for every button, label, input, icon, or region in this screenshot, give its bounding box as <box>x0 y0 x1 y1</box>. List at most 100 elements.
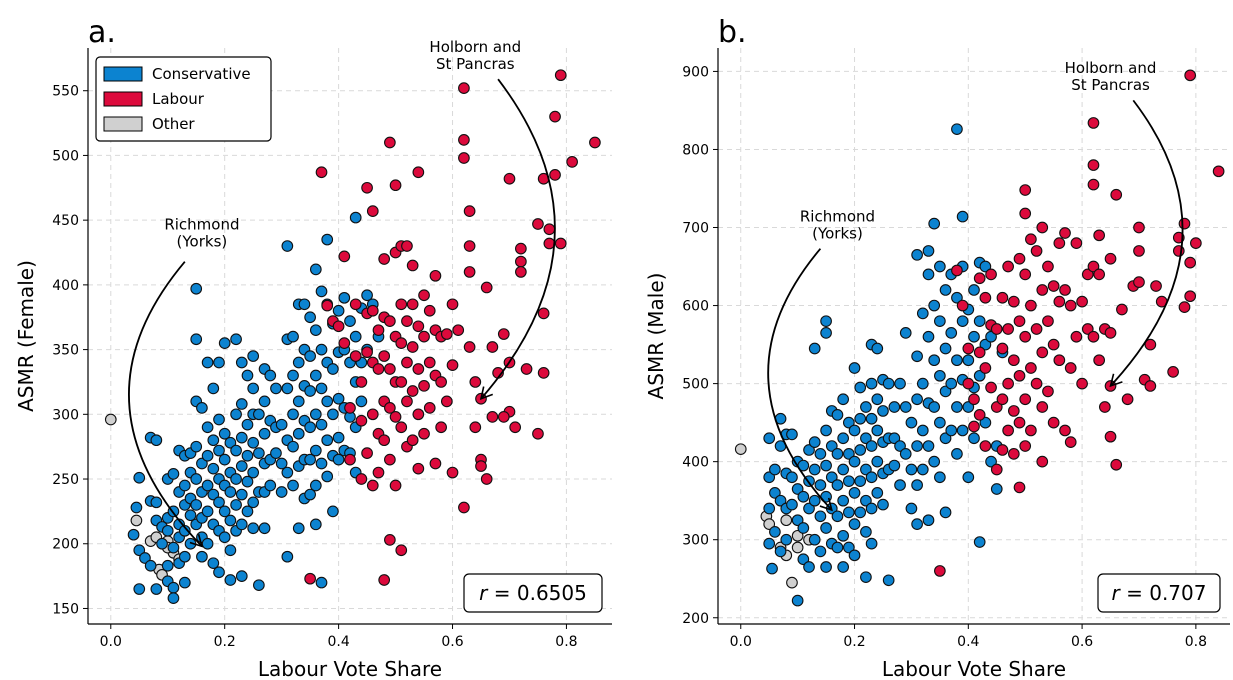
point-conservative <box>837 463 850 476</box>
point-conservative <box>766 562 778 575</box>
point-labour <box>1087 117 1100 129</box>
point-conservative <box>871 424 884 437</box>
point-labour <box>1042 385 1054 398</box>
point-conservative <box>178 479 191 492</box>
point-other <box>763 518 776 530</box>
point-conservative <box>956 315 969 328</box>
y-tick-label: 300 <box>52 407 79 423</box>
point-conservative <box>281 466 294 479</box>
point-conservative <box>860 401 872 413</box>
point-conservative <box>270 382 282 395</box>
r-value-label: r = 0.707 <box>1112 581 1207 605</box>
point-labour <box>458 152 470 164</box>
y-tick-label: 550 <box>52 84 79 100</box>
point-conservative <box>968 432 980 445</box>
point-conservative <box>315 343 328 356</box>
point-conservative <box>865 471 878 484</box>
point-conservative <box>808 436 821 448</box>
legend-label-other: Other <box>152 115 195 133</box>
point-conservative <box>235 431 248 444</box>
point-labour <box>1081 268 1094 281</box>
point-labour <box>349 350 362 362</box>
x-tick-label: 0.2 <box>843 634 865 650</box>
point-labour <box>401 315 413 327</box>
point-conservative <box>922 245 935 257</box>
point-conservative <box>916 424 929 437</box>
point-conservative <box>207 382 220 395</box>
point-conservative <box>247 466 260 479</box>
point-conservative <box>304 385 316 397</box>
point-conservative <box>928 455 941 468</box>
point-conservative <box>287 440 299 453</box>
point-conservative <box>774 494 787 507</box>
point-labour <box>418 289 430 302</box>
x-tick-label: 0.0 <box>730 634 752 650</box>
point-conservative <box>990 483 1003 495</box>
point-conservative <box>235 570 248 582</box>
point-labour <box>378 253 391 265</box>
point-conservative <box>808 342 821 355</box>
point-conservative <box>911 518 923 530</box>
point-labour <box>429 457 442 470</box>
point-conservative <box>287 408 299 421</box>
point-labour <box>1081 323 1094 335</box>
point-conservative <box>797 553 810 566</box>
x-tick-label: 0.4 <box>327 634 349 650</box>
point-labour <box>446 466 459 479</box>
point-conservative <box>150 583 163 595</box>
point-conservative <box>922 514 935 527</box>
point-conservative <box>304 421 316 434</box>
point-conservative <box>298 298 311 311</box>
point-labour <box>1133 245 1145 257</box>
point-conservative <box>848 362 861 374</box>
point-conservative <box>769 526 781 538</box>
x-axis-title: Labour Vote Share <box>258 657 442 680</box>
point-labour <box>315 166 328 179</box>
point-conservative <box>769 463 781 476</box>
point-labour <box>1036 284 1049 296</box>
point-labour <box>1042 315 1054 328</box>
point-conservative <box>361 289 373 302</box>
point-labour <box>549 168 561 181</box>
point-conservative <box>327 408 339 421</box>
point-conservative <box>905 416 918 429</box>
point-conservative <box>871 455 884 468</box>
point-labour <box>366 304 379 317</box>
point-conservative <box>808 463 821 476</box>
point-conservative <box>218 505 231 518</box>
point-conservative <box>911 248 923 261</box>
point-labour <box>395 376 408 388</box>
point-labour <box>418 427 430 440</box>
point-labour <box>1007 354 1020 367</box>
point-labour <box>990 463 1003 476</box>
x-tick-label: 0.8 <box>555 634 577 650</box>
point-conservative <box>860 463 872 476</box>
point-conservative <box>241 369 254 382</box>
point-labour <box>355 376 368 388</box>
point-conservative <box>224 436 237 449</box>
point-conservative <box>281 382 294 395</box>
annotation-arrow <box>1109 99 1184 388</box>
point-conservative <box>304 488 316 501</box>
panel-a: 0.0 0.2 0.4 0.6 0.8 150 200 250 300 350 400 450 500 5… <box>14 15 612 680</box>
point-conservative <box>309 369 322 382</box>
point-labour <box>509 421 522 434</box>
point-labour <box>486 411 499 423</box>
point-labour <box>361 181 373 194</box>
point-labour <box>1133 221 1145 234</box>
point-conservative <box>275 418 288 431</box>
point-conservative <box>820 561 832 573</box>
point-labour <box>1093 229 1106 242</box>
point-conservative <box>287 369 299 382</box>
point-conservative <box>888 432 901 445</box>
point-conservative <box>854 381 867 394</box>
point-conservative <box>309 479 322 492</box>
r-value-label: r = 0.6505 <box>479 581 587 605</box>
point-other <box>104 413 117 426</box>
point-conservative <box>241 449 254 462</box>
point-conservative <box>934 471 946 484</box>
point-labour <box>475 460 487 472</box>
point-labour <box>1019 393 1032 406</box>
point-conservative <box>842 416 855 429</box>
